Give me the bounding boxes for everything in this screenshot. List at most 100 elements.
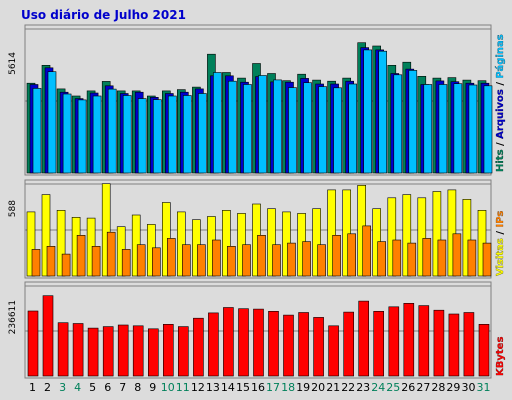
bar-páginas-day-28 [438,84,448,174]
legend-hits: Hits [495,149,506,172]
bar-páginas-day-9 [153,99,162,174]
bar-kbytes-day-15 [238,308,249,377]
bar-kbytes-day-13 [208,312,219,377]
bar-páginas-day-18 [288,87,297,174]
bar-kbytes-day-26 [403,302,415,377]
bar-visitas-day-25 [387,197,397,277]
bar-páginas-day-8 [137,98,147,174]
bar-visitas-day-17 [267,208,276,277]
bar-kbytes-day-28 [433,309,445,377]
bar-ips-day-5 [91,246,101,277]
bar-ips-day-6 [106,231,116,277]
bar-kbytes-day-2 [42,295,54,377]
bar-ips-day-2 [46,246,56,277]
day-label-3: 3 [59,381,66,394]
bar-kbytes-day-5 [87,327,99,377]
bar-kbytes-day-22 [343,311,355,377]
bar-kbytes-day-30 [463,312,475,377]
bar-ips-day-21 [332,235,341,277]
bar-ips-day-10 [167,238,176,277]
bar-páginas-day-13 [213,72,222,174]
bar-ips-day-3 [61,253,71,277]
bar-páginas-day-24 [378,50,388,174]
bar-páginas-day-15 [243,84,252,174]
day-label-26: 26 [401,381,415,394]
day-label-7: 7 [119,381,126,394]
bar-páginas-day-31 [483,85,493,174]
bar-ips-day-22 [347,233,357,277]
bar-páginas-day-21 [333,87,342,174]
legend-visitas: Visitas [495,238,506,276]
bar-kbytes-day-10 [163,323,174,377]
day-label-21: 21 [326,381,340,394]
bar-kbytes-day-9 [148,328,159,377]
bar-visitas-day-1 [26,211,36,277]
bar-páginas-day-4 [77,99,87,174]
bar-páginas-day-6 [107,88,117,174]
bar-páginas-day-17 [273,79,282,174]
bar-visitas-day-21 [327,189,336,277]
bar-ips-day-23 [362,225,372,277]
day-label-2: 2 [44,381,51,394]
day-label-22: 22 [341,381,355,394]
bar-ips-day-26 [407,242,417,277]
day-label-8: 8 [134,381,141,394]
bar-kbytes-day-19 [298,312,309,377]
day-label-4: 4 [74,381,81,394]
bar-páginas-day-14 [228,80,237,174]
bar-kbytes-day-7 [117,324,129,377]
bar-páginas-day-12 [198,93,207,174]
legend-separator: / [495,79,506,90]
bar-páginas-day-3 [62,93,72,174]
day-label-30: 30 [462,381,476,394]
side-legends: Hits / Arquivos / Páginas Visitas / IPs KB… [494,34,506,376]
day-label-23: 23 [356,381,370,394]
bar-ips-day-18 [287,242,296,277]
bar-ips-day-27 [422,238,432,277]
bar-ips-day-13 [212,239,221,277]
bar-ips-day-7 [121,249,131,277]
bar-visitas-day-2 [41,194,51,277]
bar-visitas-day-27 [417,197,427,277]
day-axis: 1 2 3 4 5 6 7 8 9 10 11 12 13 14 15 16 17 18 19 20 21 22 23 24 2… [29,381,491,394]
bar-visitas-day-3 [56,210,66,277]
day-label-24: 24 [371,381,385,394]
bar-kbytes-day-25 [388,306,400,377]
bar-visitas-day-22 [342,189,352,277]
bar-ips-day-8 [136,244,146,277]
bar-páginas-day-2 [47,71,57,174]
day-label-9: 9 [149,381,156,394]
bar-kbytes-day-16 [253,308,264,377]
bar-páginas-day-10 [168,95,177,174]
bar-ips-day-17 [272,244,281,277]
day-label-20: 20 [311,381,325,394]
day-label-17: 17 [266,381,280,394]
bar-visitas-day-26 [402,194,412,277]
bar-kbytes-day-31 [478,323,490,377]
bar-ips-day-25 [392,239,402,277]
max-label-middle: 588 [8,200,18,217]
bar-kbytes-day-21 [328,325,339,377]
bar-ips-day-14 [227,246,236,277]
bar-ips-day-9 [152,247,161,277]
bar-kbytes-day-3 [57,322,69,377]
panel-border-middle [24,179,492,279]
day-label-1: 1 [29,381,36,394]
panel-border-bottom [24,281,492,379]
legend-arquivos: Arquivos [495,89,506,139]
bar-kbytes-day-23 [358,300,370,377]
bar-ips-day-30 [467,239,477,277]
day-label-16: 16 [251,381,265,394]
bar-páginas-day-11 [183,95,192,174]
bar-páginas-day-5 [92,95,102,174]
bar-kbytes-day-20 [313,317,324,377]
bar-visitas-day-29 [447,189,457,277]
legend-páginas: Páginas [494,34,506,78]
legend-ips: IPs [495,211,506,228]
day-label-27: 27 [416,381,430,394]
bar-páginas-day-25 [393,74,403,174]
side-legend-middle: Visitas / IPs [495,211,506,276]
bar-páginas-day-29 [453,83,463,174]
legend-separator: / [495,228,506,239]
bar-páginas-day-26 [408,70,418,174]
